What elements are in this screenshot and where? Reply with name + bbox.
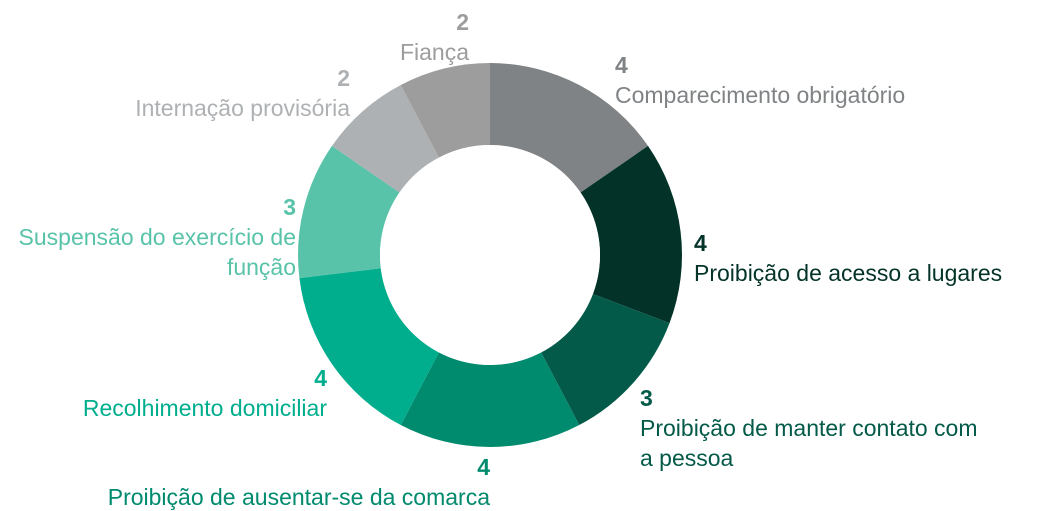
category-label: Recolhimento domiciliar [82, 395, 327, 421]
category-label: Proibição de manter contato com a pessoa [640, 415, 978, 471]
category-label: Suspensão do exercício de função [18, 224, 296, 280]
slice [580, 145, 682, 324]
slice-label: 2 Fiança [400, 7, 469, 67]
slice [298, 145, 400, 279]
donut-hole [380, 145, 600, 365]
value-label: 4 [615, 52, 628, 78]
slice [299, 268, 439, 426]
category-label: Comparecimento obrigatório [615, 82, 906, 108]
slice-label: 4 Recolhimento domiciliar [83, 363, 327, 423]
value-label: 2 [456, 9, 469, 35]
value-label: 4 [694, 230, 707, 256]
slice [490, 63, 649, 193]
value-label: 3 [283, 194, 296, 220]
slice-label: 2 Internação provisória [135, 63, 350, 123]
slice [400, 352, 580, 447]
value-label: 2 [337, 65, 350, 91]
value-label: 4 [314, 365, 327, 391]
slice-label: 3 Proibição de manter contato com a pesso… [640, 383, 980, 473]
slice-label: 4 Proibição de ausentar-se da comarca [108, 452, 490, 511]
slice-label: 3 Suspensão do exercício de função [16, 192, 296, 282]
slice [331, 84, 439, 193]
slice [541, 294, 670, 426]
slice-label: 4 Comparecimento obrigatório [615, 50, 905, 110]
slice [400, 63, 490, 158]
category-label: Proibição de ausentar-se da comarca [107, 484, 490, 510]
category-label: Fiança [399, 39, 469, 65]
category-label: Internação provisória [135, 95, 350, 121]
slice-label: 4 Proibição de acesso a lugares [694, 228, 1002, 288]
value-label: 3 [640, 385, 653, 411]
value-label: 4 [477, 454, 490, 480]
category-label: Proibição de acesso a lugares [694, 260, 1003, 286]
